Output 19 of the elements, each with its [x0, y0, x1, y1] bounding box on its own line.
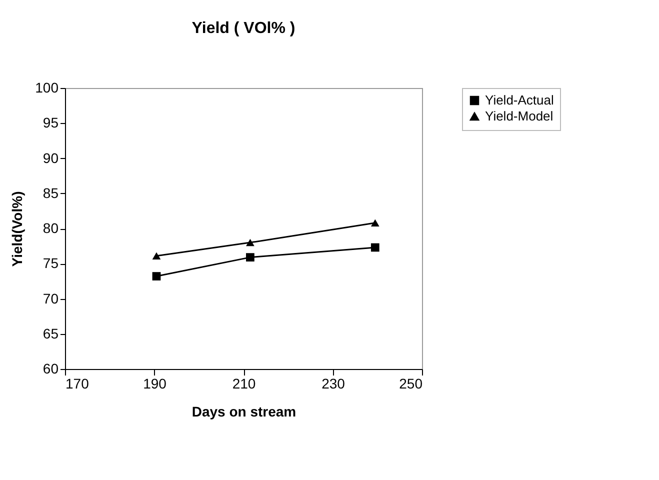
y-tick-label: 70 [42, 290, 59, 306]
x-tick-label: 250 [399, 376, 423, 392]
legend-label: Yield-Model [485, 108, 554, 124]
y-tick-label: 80 [42, 220, 59, 236]
y-tick-label: 90 [42, 150, 59, 166]
legend-label: Yield-Actual [485, 92, 554, 108]
y-tick-label: 95 [42, 114, 59, 131]
x-tick-label: 210 [232, 376, 256, 392]
chart-title: Yield ( VOl% ) [192, 20, 296, 37]
y-tick-label: 65 [42, 325, 59, 342]
y-axis-title: Yield(Vol%) [9, 191, 26, 267]
y-tick-label: 100 [35, 80, 59, 96]
x-tick-label: 230 [322, 376, 346, 392]
y-tick-label: 60 [42, 360, 59, 376]
y-tick-label: 85 [42, 184, 59, 201]
x-axis-title: Days on stream [192, 404, 296, 420]
y-tick-label: 75 [42, 255, 59, 272]
x-tick-label: 170 [66, 376, 90, 392]
x-tick-label: 190 [143, 376, 167, 392]
